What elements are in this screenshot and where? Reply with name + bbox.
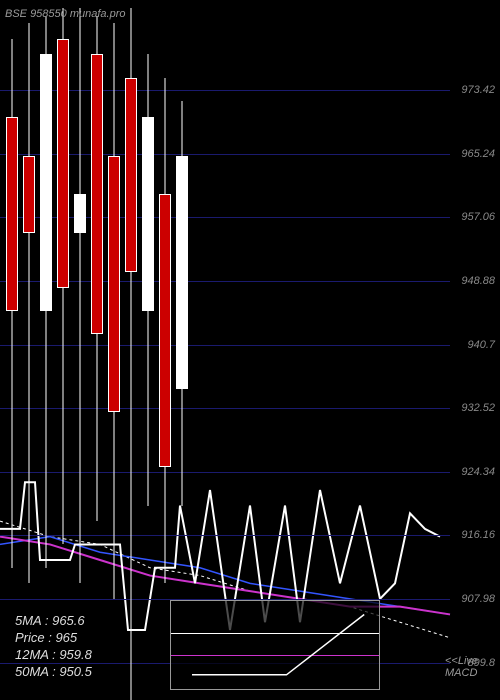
candle-body <box>176 156 188 389</box>
candle <box>90 0 104 700</box>
y-axis-label: 916.16 <box>461 529 495 541</box>
macd-inset <box>170 600 380 690</box>
candle <box>39 0 53 700</box>
candle-body <box>159 194 171 466</box>
candle <box>56 0 70 700</box>
candle <box>5 0 19 700</box>
candle <box>141 0 155 700</box>
candle-body <box>57 39 69 288</box>
ma-label-ma5: 5MA : 965.6 <box>15 613 85 628</box>
candle-body <box>142 117 154 311</box>
candle <box>107 0 121 700</box>
candle-wick <box>80 8 81 584</box>
y-axis-label: 973.42 <box>461 84 495 96</box>
y-axis-label: 948.88 <box>461 275 495 287</box>
macd-label: <<Live MACD <box>445 655 500 679</box>
chart-title: BSE 958550 munafa.pro <box>5 8 125 20</box>
y-axis-label: 932.52 <box>461 402 495 414</box>
y-axis-label: 965.24 <box>461 148 495 160</box>
candle <box>158 0 172 700</box>
y-axis-label: 957.06 <box>461 211 495 223</box>
candle-body <box>91 54 103 334</box>
candle <box>22 0 36 700</box>
candle-body <box>23 156 35 234</box>
candle <box>73 0 87 700</box>
y-axis-label: 940.7 <box>467 339 495 351</box>
candlestick-chart: BSE 958550 munafa.pro 973.42 965.24 957.06… <box>0 0 500 700</box>
y-axis-label: 924.34 <box>461 466 495 478</box>
y-axis-label: 907.98 <box>461 593 495 605</box>
candle <box>175 0 189 700</box>
candle-body <box>40 54 52 311</box>
ma-label-ma50: 50MA : 950.5 <box>15 664 92 679</box>
candle-body <box>125 78 137 272</box>
ma-label-ma12: 12MA : 959.8 <box>15 647 92 662</box>
candle-body <box>6 117 18 311</box>
candle-wick <box>29 23 30 583</box>
candle-body <box>74 194 86 233</box>
ma-label-price: Price : 965 <box>15 630 77 645</box>
candle <box>124 0 138 700</box>
candle-body <box>108 156 120 413</box>
